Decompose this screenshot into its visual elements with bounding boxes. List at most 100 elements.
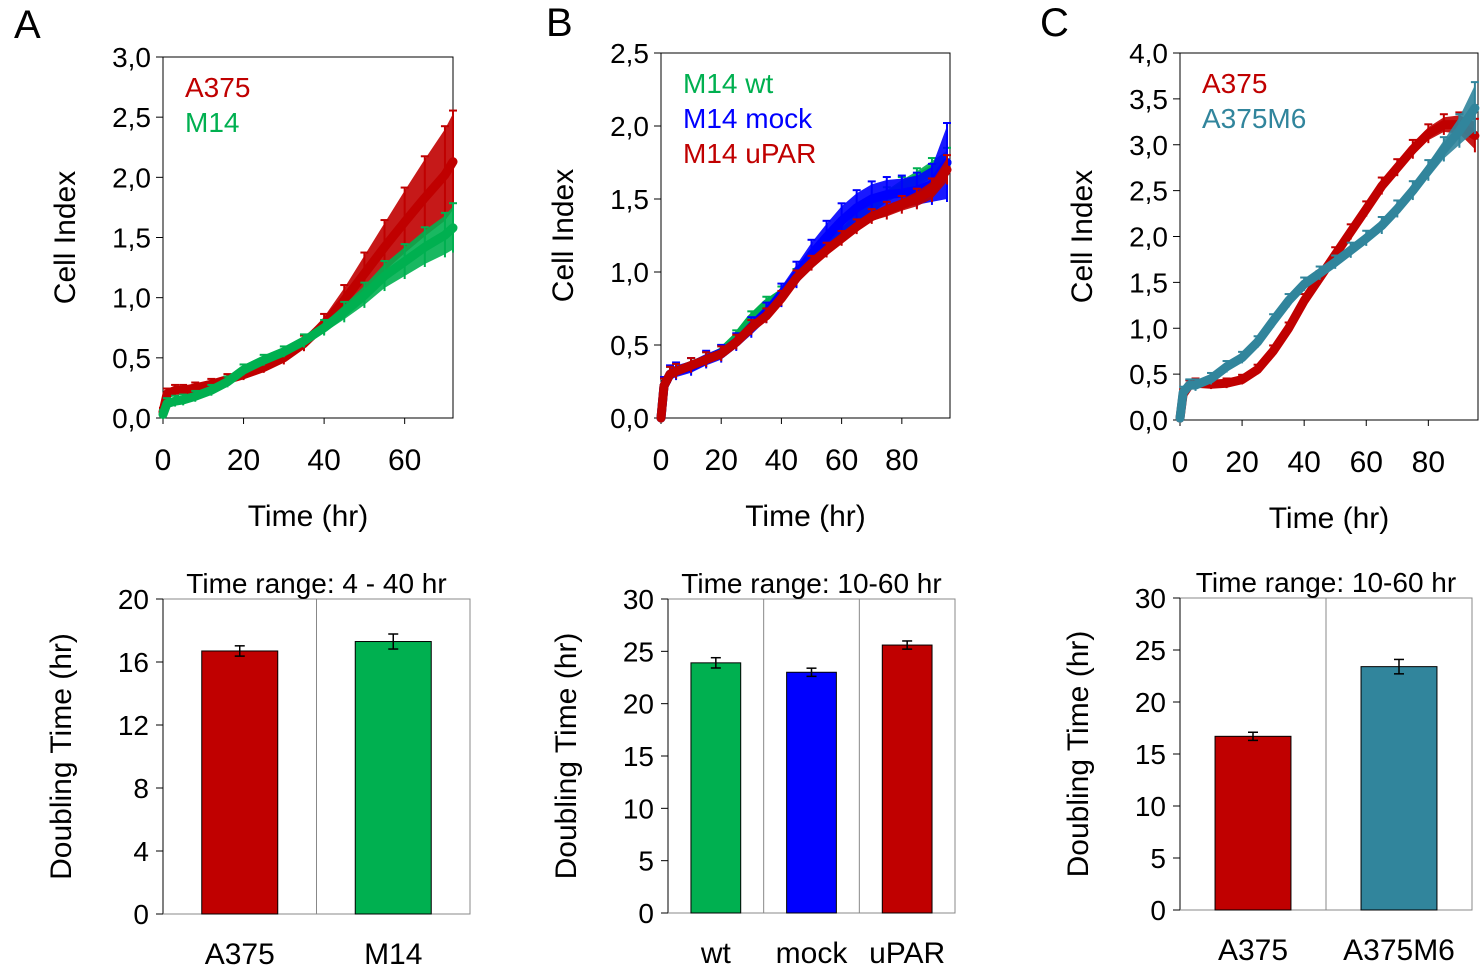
series-m14-upar xyxy=(656,154,952,423)
y-tick-label: 1,0 xyxy=(1129,313,1168,344)
bar-upar xyxy=(881,644,933,914)
y-tick-label: 1,5 xyxy=(610,184,649,215)
series-line xyxy=(158,157,458,417)
x-tick-label: 20 xyxy=(1225,446,1258,479)
y-tick-label: 20 xyxy=(118,584,149,615)
y-tick-label: 5 xyxy=(1150,843,1166,874)
y-tick-label: 0,0 xyxy=(1129,405,1168,436)
x-axis-title: Time (hr) xyxy=(248,500,369,533)
y-tick-label: 5 xyxy=(638,846,654,877)
y-tick-label: 25 xyxy=(1135,635,1166,666)
y-tick-label: 2,5 xyxy=(610,38,649,69)
category-label: A375M6 xyxy=(1343,934,1455,967)
y-tick-label: 12 xyxy=(118,710,149,741)
y-tick-label: 20 xyxy=(1135,687,1166,718)
y-tick-label: 0,5 xyxy=(112,343,151,374)
y-tick-label: 0,0 xyxy=(610,403,649,434)
growth-chart-a: 0,0 0,5 1,0 1,5 2,0 2,5 3,0 0 20 40 60 Time (hr) Cel… xyxy=(49,42,458,533)
y-tick-label: 30 xyxy=(1135,583,1166,614)
category-label: A375 xyxy=(1218,934,1288,967)
y-axis-title: Doubling Time (hr) xyxy=(1062,631,1095,878)
y-tick-label: 4,0 xyxy=(1129,38,1168,69)
y-tick-label: 30 xyxy=(623,584,654,615)
y-tick-label: 8 xyxy=(133,773,149,804)
doubling-chart-c: 0 5 10 15 20 25 30 A375 A375M6 Time range: 10-60 … xyxy=(1062,567,1473,967)
y-tick-label: 1,5 xyxy=(1129,267,1168,298)
bar-m14 xyxy=(354,641,432,915)
y-tick-label: 15 xyxy=(623,741,654,772)
bar-a375 xyxy=(1214,735,1292,911)
x-tick-label: 60 xyxy=(1350,446,1383,479)
y-tick-label: 0,5 xyxy=(610,330,649,361)
y-tick-label: 4 xyxy=(133,836,149,867)
legend-entry: M14 mock xyxy=(683,103,813,134)
category-label: uPAR xyxy=(869,937,945,970)
series-line xyxy=(1175,103,1480,423)
x-axis-title: Time (hr) xyxy=(1269,502,1390,535)
y-axis-title: Cell Index xyxy=(1066,170,1099,303)
plot-frame xyxy=(660,52,951,419)
chart-title: Time range: 10-60 hr xyxy=(1196,567,1456,598)
growth-chart-c: 0,0 0,5 1,0 1,5 2,0 2,5 3,0 3,5 4,0 0 20 40 60 80 Time… xyxy=(1066,38,1480,535)
bar-mock xyxy=(786,671,837,914)
category-label: A375 xyxy=(205,938,275,971)
x-tick-label: 40 xyxy=(1287,446,1320,479)
x-tick-label: 80 xyxy=(1412,446,1445,479)
bar-a375 xyxy=(201,650,279,915)
series-m14 xyxy=(158,202,458,419)
y-tick-label: 20 xyxy=(623,689,654,720)
panel-label-b: B xyxy=(546,1,573,45)
series-line xyxy=(158,223,458,419)
y-tick-label: 3,0 xyxy=(1129,130,1168,161)
y-axis-title: Cell Index xyxy=(49,171,82,304)
category-label: mock xyxy=(776,937,849,970)
x-tick-label: 40 xyxy=(307,444,340,477)
legend-entry: M14 wt xyxy=(683,68,773,99)
x-tick-label: 60 xyxy=(388,444,421,477)
y-axis-title: Cell Index xyxy=(547,169,580,302)
y-tick-label: 10 xyxy=(623,793,654,824)
y-tick-label: 10 xyxy=(1135,791,1166,822)
x-axis-title: Time (hr) xyxy=(745,500,866,533)
x-tick-label: 0 xyxy=(1172,446,1189,479)
chart-title: Time range: 10-60 hr xyxy=(681,568,941,599)
y-tick-label: 25 xyxy=(623,636,654,667)
legend-entry: A375 xyxy=(1202,68,1267,99)
doubling-chart-b: 0 5 10 15 20 25 30 wt mock uPAR Time range: 10-60 … xyxy=(550,568,956,970)
x-tick-label: 60 xyxy=(825,444,858,477)
chart-title: Time range: 4 - 40 hr xyxy=(186,568,446,599)
y-tick-label: 3,0 xyxy=(112,42,151,73)
y-tick-label: 0,0 xyxy=(112,403,151,434)
series-line xyxy=(656,165,952,423)
y-axis-title: Doubling Time (hr) xyxy=(45,633,78,880)
y-tick-label: 3,5 xyxy=(1129,84,1168,115)
y-tick-label: 0 xyxy=(1150,895,1166,926)
y-tick-label: 0 xyxy=(638,898,654,929)
category-label: wt xyxy=(700,937,732,970)
y-tick-label: 2,5 xyxy=(1129,176,1168,207)
y-tick-label: 0 xyxy=(133,899,149,930)
legend-entry: M14 xyxy=(185,107,239,138)
x-tick-label: 0 xyxy=(155,444,172,477)
panel-label-c: C xyxy=(1040,1,1069,45)
y-tick-label: 2,0 xyxy=(610,111,649,142)
legend-entry: A375M6 xyxy=(1202,103,1306,134)
x-tick-label: 20 xyxy=(705,444,738,477)
legend-entry: M14 uPAR xyxy=(683,138,816,169)
y-tick-label: 2,5 xyxy=(112,102,151,133)
panel-label-a: A xyxy=(14,3,41,47)
x-tick-label: 80 xyxy=(885,444,918,477)
x-tick-label: 0 xyxy=(653,444,670,477)
y-tick-label: 15 xyxy=(1135,739,1166,770)
x-tick-label: 20 xyxy=(227,444,260,477)
y-tick-label: 1,5 xyxy=(112,223,151,254)
x-tick-label: 40 xyxy=(765,444,798,477)
growth-chart-b: 0,0 0,5 1,0 1,5 2,0 2,5 0 20 40 60 80 Time (hr) Cell… xyxy=(547,38,952,533)
bar-wt xyxy=(690,662,742,914)
y-tick-label: 2,0 xyxy=(112,162,151,193)
legend-entry: A375 xyxy=(185,72,250,103)
y-tick-label: 1,0 xyxy=(610,257,649,288)
doubling-chart-a: 0 4 8 12 16 20 A375 M14 Time range: 4 - 40 hr Dou… xyxy=(45,568,471,971)
y-tick-label: 0,5 xyxy=(1129,359,1168,390)
